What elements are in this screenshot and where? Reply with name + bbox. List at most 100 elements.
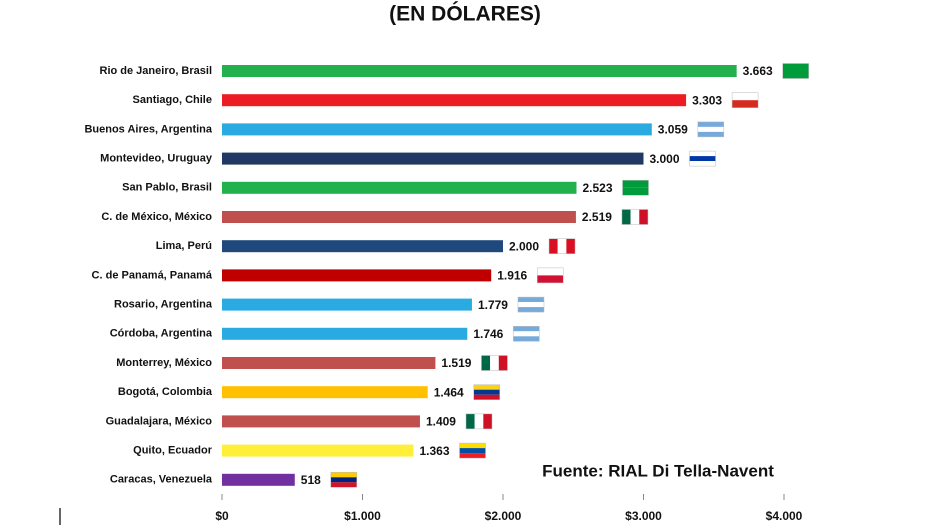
- flag-stripe: [689, 156, 716, 162]
- flag-stripe: [330, 472, 357, 478]
- category-label: Caracas, Venezuela: [110, 474, 213, 486]
- flag-stripe: [481, 355, 491, 371]
- flag-border: [481, 355, 508, 371]
- x-tick-label: $0: [215, 509, 229, 523]
- bar: [222, 65, 737, 77]
- category-label: Montevideo, Uruguay: [100, 153, 213, 165]
- flag-stripe: [566, 238, 576, 254]
- value-label: 3.000: [650, 152, 680, 166]
- flag-border: [697, 121, 725, 138]
- flag-stripe: [689, 151, 716, 157]
- flag-border: [465, 413, 493, 430]
- bar: [222, 444, 414, 457]
- value-label: 1.464: [434, 385, 464, 399]
- flag-border: [548, 238, 576, 254]
- bar: [222, 327, 468, 340]
- flag-stripe: [517, 297, 544, 303]
- flag-stripe: [498, 355, 508, 371]
- category-label: Santiago, Chile: [133, 94, 212, 106]
- value-label: 1.409: [426, 415, 456, 429]
- value-label: 518: [301, 473, 321, 487]
- bar: [222, 473, 295, 486]
- category-label: C. de Panamá, Panamá: [92, 269, 213, 281]
- flag-stripe: [473, 384, 500, 390]
- flag-stripe: [697, 131, 724, 137]
- category-label: Rio de Janeiro, Brasil: [100, 65, 212, 77]
- bar: [222, 152, 644, 165]
- flag-border: [517, 296, 545, 313]
- value-label: 2.523: [582, 181, 612, 195]
- flag-border: [536, 267, 564, 284]
- flag-stripe: [330, 482, 357, 488]
- category-label: San Pablo, Brasil: [122, 182, 212, 194]
- flag-stripe: [621, 209, 631, 225]
- flag-stripe: [465, 413, 475, 429]
- flag-stripe: [517, 307, 544, 313]
- flag-stripe: [782, 71, 809, 79]
- bar: [222, 415, 420, 428]
- bar: [222, 357, 436, 369]
- flag-stripe: [459, 448, 486, 454]
- x-tick-label: $2.000: [485, 509, 522, 523]
- flag-stripe: [459, 443, 486, 449]
- value-label: 3.303: [692, 93, 722, 107]
- bar: [222, 94, 687, 107]
- flag-stripe: [517, 302, 544, 308]
- flag-stripe: [483, 413, 492, 429]
- flag-stripe: [473, 394, 500, 400]
- flag-border: [473, 384, 500, 400]
- value-label: 2.000: [509, 239, 539, 253]
- bar: [222, 123, 652, 136]
- flag-stripe: [513, 336, 540, 342]
- flag-stripe: [549, 238, 558, 254]
- bar: [222, 240, 503, 253]
- flag-stripe: [513, 331, 540, 337]
- flag-border: [513, 326, 540, 342]
- flag-stripe: [474, 413, 484, 429]
- x-tick-label: $3.000: [625, 509, 662, 523]
- category-label: Buenos Aires, Argentina: [84, 123, 212, 135]
- x-tick-label: $1.000: [344, 509, 381, 523]
- value-label: 3.059: [658, 123, 688, 137]
- flag-border: [459, 442, 486, 459]
- flag-stripe: [622, 187, 649, 196]
- bar: [222, 386, 428, 399]
- x-tick-label: $4.000: [766, 509, 803, 523]
- bar: [222, 298, 472, 311]
- flag-stripe: [490, 355, 499, 371]
- flag-stripe: [473, 389, 500, 395]
- value-label: 1.519: [441, 356, 471, 370]
- bar: [222, 181, 577, 194]
- flag-stripe: [732, 92, 759, 101]
- value-label: 3.663: [743, 64, 773, 78]
- flag-border: [689, 150, 716, 167]
- category-label: Lima, Perú: [156, 240, 212, 252]
- flag-stripe: [639, 209, 648, 225]
- category-label: Quito, Ecuador: [133, 445, 213, 457]
- flag-stripe: [513, 326, 540, 332]
- flag-border: [621, 209, 649, 225]
- flag-stripe: [459, 453, 486, 459]
- value-label: 2.519: [582, 210, 612, 224]
- flag-border: [330, 472, 358, 488]
- value-label: 1.746: [473, 327, 503, 341]
- category-label: Guadalajara, México: [106, 415, 213, 427]
- category-label: C. de México, México: [101, 211, 212, 223]
- category-label: Córdoba, Argentina: [110, 328, 213, 340]
- category-label: Rosario, Argentina: [114, 299, 213, 311]
- bar: [222, 269, 492, 282]
- source-note: Fuente: RIAL Di Tella-Navent: [542, 461, 774, 480]
- flag-border: [731, 92, 759, 108]
- value-label: 1.779: [478, 298, 508, 312]
- category-label: Monterrey, México: [116, 357, 212, 369]
- chart-title: (EN DÓLARES): [389, 2, 541, 26]
- flag-stripe: [697, 121, 724, 127]
- flag-stripe: [697, 126, 724, 132]
- value-label: 1.363: [420, 444, 450, 458]
- flag-border: [622, 180, 649, 196]
- flag-stripe: [630, 209, 640, 225]
- value-label: 1.916: [497, 269, 527, 283]
- flag-stripe: [537, 275, 564, 283]
- flag-stripe: [689, 161, 716, 167]
